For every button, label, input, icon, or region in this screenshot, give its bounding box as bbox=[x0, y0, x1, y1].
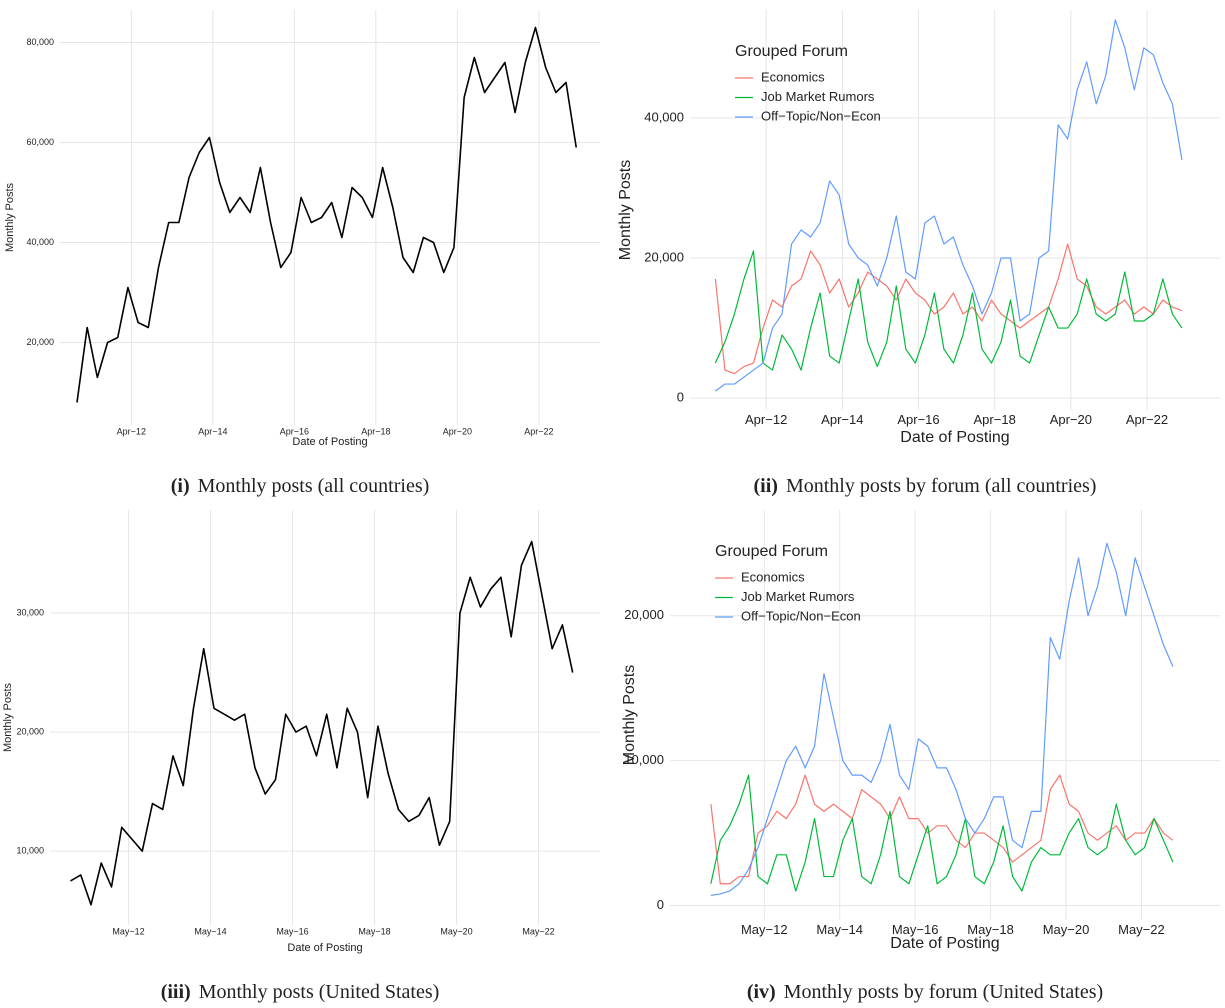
x-axis-title: Date of Posting bbox=[292, 436, 367, 448]
x-axis-title: Date of Posting bbox=[287, 942, 362, 954]
y-axis-title: Monthly Posts bbox=[621, 665, 638, 765]
legend-label: Economics bbox=[761, 69, 825, 84]
x-tick-label: Apr−22 bbox=[524, 427, 553, 437]
legend-label: Off−Topic/Non−Econ bbox=[741, 608, 861, 623]
y-tick-label: 20,000 bbox=[644, 249, 684, 264]
legend-title: Grouped Forum bbox=[735, 43, 848, 60]
caption: (iv) Monthly posts by forum (United State… bbox=[747, 981, 1103, 1003]
x-axis-title: Date of Posting bbox=[900, 429, 1009, 446]
x-tick-label: Apr−16 bbox=[280, 427, 309, 437]
legend-label: Off−Topic/Non−Econ bbox=[761, 108, 881, 123]
x-tick-label: May−20 bbox=[440, 927, 472, 937]
legend-label: Job Market Rumors bbox=[741, 589, 855, 604]
caption: (ii) Monthly posts by forum (all countrie… bbox=[754, 475, 1097, 497]
legend-label: Job Market Rumors bbox=[761, 89, 875, 104]
x-tick-label: Apr−22 bbox=[1126, 412, 1168, 427]
y-tick-label: 0 bbox=[657, 897, 664, 912]
x-tick-label: May−18 bbox=[967, 922, 1014, 937]
x-tick-label: May−12 bbox=[741, 922, 788, 937]
series-line bbox=[710, 774, 1174, 885]
caption-text: Monthly posts by forum (United States) bbox=[784, 981, 1103, 1003]
x-axis-title: Date of Posting bbox=[890, 935, 999, 952]
x-tick-label: May−12 bbox=[112, 927, 144, 937]
caption-text: Monthly posts (United States) bbox=[199, 981, 440, 1003]
series-line bbox=[714, 250, 1183, 371]
x-tick-label: Apr−12 bbox=[117, 427, 146, 437]
series-line bbox=[710, 542, 1174, 896]
x-tick-label: Apr−12 bbox=[745, 412, 787, 427]
y-tick-label: 20,000 bbox=[16, 726, 44, 736]
caption-label: (ii) bbox=[754, 475, 778, 497]
x-tick-label: Apr−20 bbox=[443, 427, 472, 437]
y-tick-label: 20,000 bbox=[624, 607, 664, 622]
y-tick-label: 20,000 bbox=[26, 337, 54, 347]
caption-label: (iii) bbox=[161, 981, 191, 1003]
y-axis-title: Monthly Posts bbox=[4, 182, 16, 252]
y-tick-label: 0 bbox=[677, 390, 684, 405]
x-tick-label: Apr−18 bbox=[361, 427, 390, 437]
x-tick-label: May−14 bbox=[816, 922, 863, 937]
y-tick-label: 30,000 bbox=[16, 607, 44, 617]
x-tick-label: May−22 bbox=[522, 927, 554, 937]
y-tick-label: 60,000 bbox=[26, 137, 54, 147]
series-line bbox=[710, 774, 1174, 892]
x-tick-label: May−14 bbox=[194, 927, 226, 937]
caption-text: Monthly posts (all countries) bbox=[198, 475, 430, 497]
x-tick-label: Apr−14 bbox=[821, 412, 863, 427]
x-tick-label: May−22 bbox=[1118, 922, 1165, 937]
y-tick-label: 10,000 bbox=[624, 752, 664, 767]
x-tick-label: Apr−18 bbox=[974, 412, 1016, 427]
y-axis-title: Monthly Posts bbox=[2, 682, 14, 752]
y-tick-label: 40,000 bbox=[644, 109, 684, 124]
legend-title: Grouped Forum bbox=[715, 543, 828, 560]
caption-label: (i) bbox=[171, 475, 190, 497]
caption: (i) Monthly posts (all countries) bbox=[171, 475, 430, 497]
x-tick-label: May−20 bbox=[1043, 922, 1090, 937]
caption: (iii) Monthly posts (United States) bbox=[161, 981, 440, 1003]
y-tick-label: 10,000 bbox=[16, 846, 44, 856]
series-line bbox=[714, 243, 1183, 375]
series-line bbox=[715, 19, 1183, 392]
x-tick-label: May−18 bbox=[358, 927, 390, 937]
x-tick-label: May−16 bbox=[276, 927, 308, 937]
legend-label: Economics bbox=[741, 569, 805, 584]
x-tick-label: Apr−20 bbox=[1050, 412, 1092, 427]
caption-text: Monthly posts by forum (all countries) bbox=[786, 475, 1097, 497]
y-tick-label: 80,000 bbox=[26, 37, 54, 47]
series-line bbox=[76, 26, 578, 403]
x-tick-label: Apr−14 bbox=[198, 427, 227, 437]
x-tick-label: Apr−16 bbox=[897, 412, 939, 427]
caption-label: (iv) bbox=[747, 981, 776, 1003]
y-tick-label: 40,000 bbox=[26, 237, 54, 247]
series-line bbox=[70, 540, 574, 906]
y-axis-title: Monthly Posts bbox=[617, 160, 634, 260]
x-tick-label: May−16 bbox=[892, 922, 939, 937]
